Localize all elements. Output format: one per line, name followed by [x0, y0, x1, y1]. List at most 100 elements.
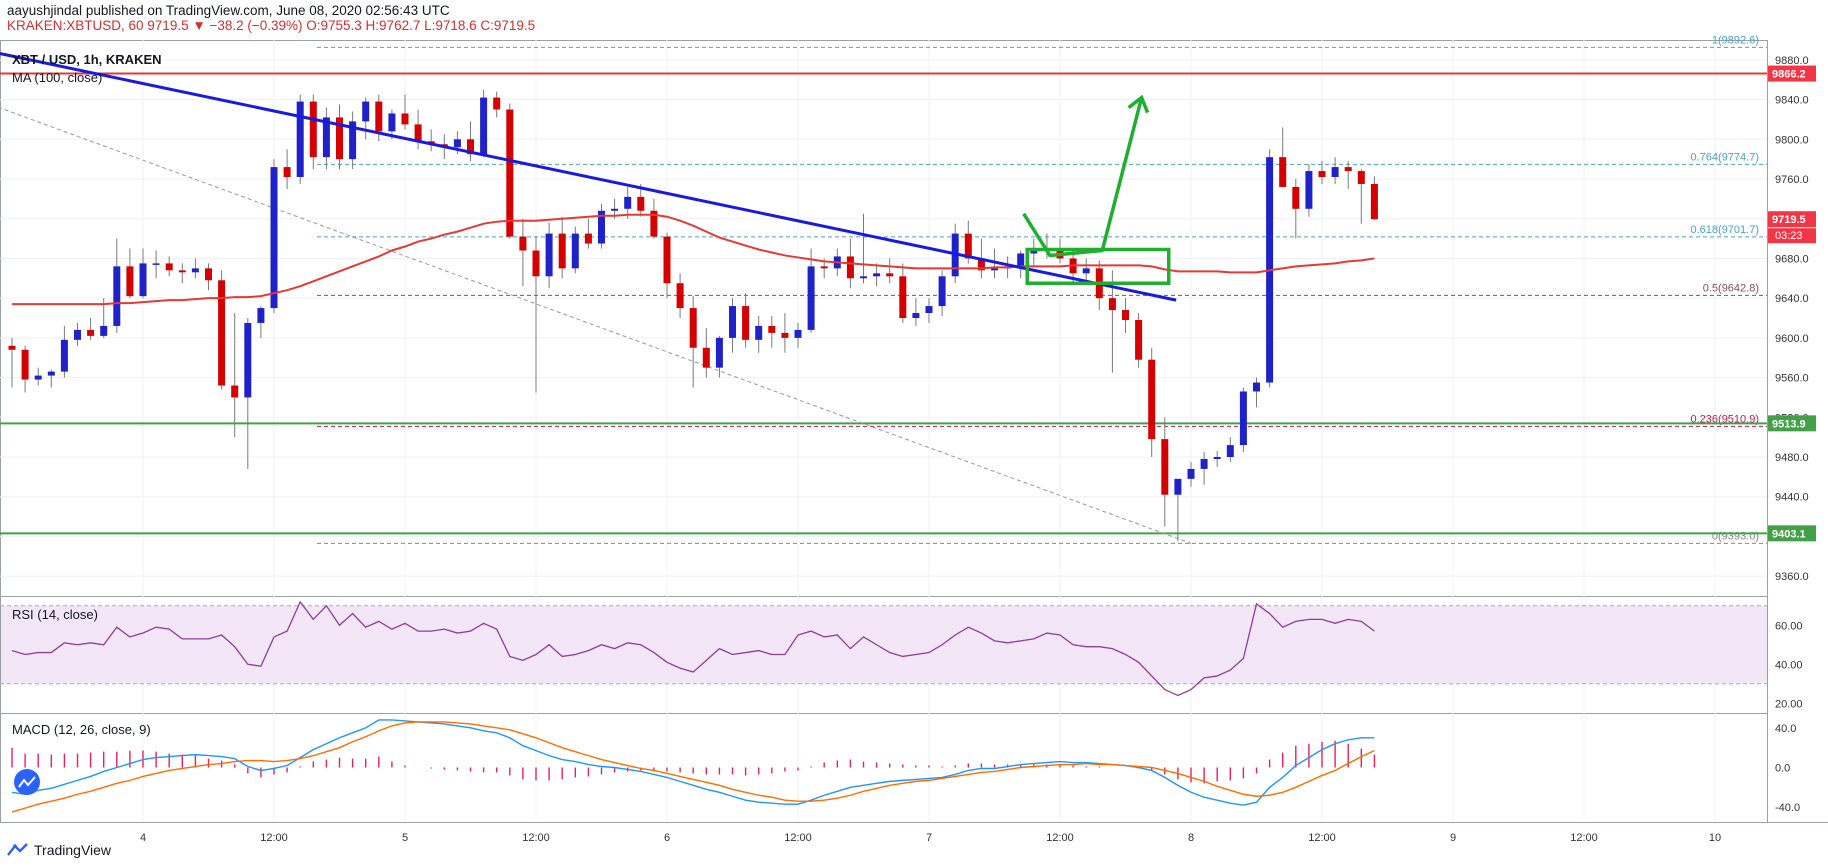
candle-body — [1357, 171, 1365, 184]
candle-body — [113, 266, 121, 326]
candle-body — [611, 208, 619, 211]
candle-body — [1213, 457, 1221, 459]
candle-body — [991, 268, 998, 271]
candle-body — [860, 276, 867, 279]
candle-body — [1279, 157, 1287, 187]
tv-badge-icon — [14, 769, 40, 795]
fib-level-label: 0.764(9774.7) — [1691, 151, 1760, 163]
candle-body — [925, 306, 933, 314]
price-label-box — [1768, 525, 1816, 542]
tradingview-logo[interactable]: TradingView — [7, 842, 111, 858]
candle-body — [126, 266, 134, 297]
price-tick-label: 9800.0 — [1775, 134, 1809, 146]
candle-body — [47, 371, 55, 376]
candle-body — [1253, 382, 1260, 392]
countdown-box — [1768, 228, 1816, 244]
candle-body — [846, 256, 854, 279]
candle-body — [912, 313, 920, 318]
candle-body — [532, 250, 540, 277]
price-label-text: 9866.2 — [1772, 69, 1806, 81]
time-tick-label: 9 — [1450, 832, 1456, 844]
fib-level-label: 1(9892.6) — [1712, 34, 1759, 46]
candle-body — [480, 97, 488, 155]
price-label-text: 9403.1 — [1772, 528, 1806, 540]
candle-body — [336, 117, 343, 160]
candle-body — [702, 347, 710, 368]
candle-body — [257, 308, 265, 323]
author-link[interactable]: aayushjindal — [7, 3, 83, 18]
candle-body — [519, 236, 527, 251]
rsi-legend[interactable]: RSI (14, close) — [12, 607, 98, 622]
time-tick-label: 12:00 — [522, 832, 550, 844]
candle-body — [231, 385, 239, 398]
candle-body — [270, 167, 278, 309]
arrow-head — [1127, 94, 1150, 114]
fib-level-label: 0.5(9642.8) — [1703, 282, 1759, 294]
candle-body — [205, 268, 212, 281]
rsi-tick-label: 40.00 — [1775, 659, 1803, 671]
candle-body — [1148, 359, 1156, 440]
rsi-line — [11, 600, 1375, 697]
macd-legend[interactable]: MACD (12, 26, close, 9) — [12, 722, 151, 737]
ma-legend[interactable]: MA (100, close) — [12, 70, 103, 85]
candle-body — [1174, 478, 1182, 495]
candle-body — [598, 210, 605, 244]
candle-body — [74, 329, 81, 340]
candle-body — [87, 329, 95, 336]
candle-body — [886, 273, 894, 277]
candle-body — [781, 332, 789, 338]
candle-body — [1239, 391, 1247, 446]
candle-body — [100, 325, 108, 336]
rsi-band — [1, 605, 1767, 684]
candle-body — [624, 196, 632, 209]
candle-body — [977, 258, 985, 271]
candle-body — [558, 233, 566, 269]
price-tick-label: 9640.0 — [1775, 293, 1809, 305]
price-tick-label: 9880.0 — [1775, 55, 1809, 67]
candle-body — [545, 233, 553, 277]
candle-body — [1370, 183, 1378, 220]
candle-body — [322, 117, 330, 158]
candle-body — [309, 101, 317, 158]
candle-body — [938, 276, 946, 307]
price-tick-label: 9680.0 — [1775, 253, 1809, 265]
candle-body — [663, 236, 671, 284]
candle-body — [165, 263, 173, 271]
candle-body — [1135, 319, 1143, 360]
candle-body — [899, 276, 907, 318]
candle-body — [178, 270, 186, 273]
candle-body — [152, 263, 160, 265]
candle-body — [637, 196, 645, 211]
candle-body — [60, 339, 68, 372]
candle-body — [8, 345, 16, 350]
symbol-title: XBT / USD, 1h, KRAKEN — [12, 52, 162, 67]
candle-body — [296, 101, 304, 178]
time-tick-label: 8 — [1188, 832, 1194, 844]
candle-body — [1318, 171, 1326, 178]
macd-tick-label: -40.0 — [1775, 802, 1800, 814]
candle-body — [244, 322, 252, 398]
candle-body — [820, 266, 828, 269]
time-tick-label: 5 — [402, 832, 408, 844]
macd-line — [11, 719, 1375, 806]
price-label-box — [1768, 415, 1816, 432]
price-label-box — [1768, 65, 1816, 82]
candle-body — [715, 337, 723, 368]
candle-body — [571, 233, 579, 269]
time-tick-label: 6 — [664, 832, 670, 844]
candle-body — [1200, 458, 1208, 469]
candle-body — [650, 210, 658, 237]
candle-body — [1108, 298, 1116, 311]
candle-body — [807, 266, 815, 330]
candle-body — [1331, 167, 1339, 178]
candle-body — [1187, 468, 1195, 479]
rsi-tick-label: 20.00 — [1775, 698, 1803, 710]
candle-body — [755, 325, 763, 340]
candle-body — [742, 306, 750, 340]
candle-body — [506, 109, 514, 237]
time-tick-label: 12:00 — [1570, 832, 1598, 844]
time-tick-label: 7 — [926, 832, 932, 844]
rsi-tick-label: 60.00 — [1775, 620, 1803, 632]
time-tick-label: 10 — [1709, 832, 1721, 844]
